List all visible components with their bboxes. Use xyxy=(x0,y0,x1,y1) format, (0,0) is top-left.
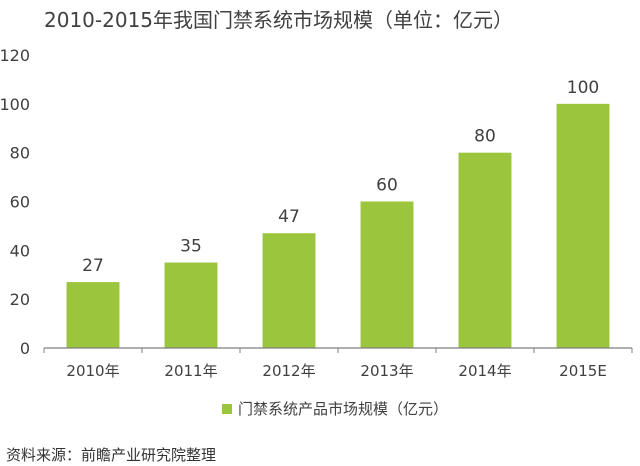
x-tick-label: 2015E xyxy=(559,362,607,380)
bar xyxy=(458,152,512,348)
y-tick-label: 0 xyxy=(20,339,30,358)
x-tick-label: 2014年 xyxy=(458,362,511,380)
data-label: 60 xyxy=(376,176,398,196)
chart-title: 2010-2015年我国门禁系统市场规模（单位：亿元） xyxy=(44,8,514,32)
x-tick-label: 2010年 xyxy=(66,362,119,380)
data-label: 35 xyxy=(180,237,202,257)
y-tick-label: 80 xyxy=(10,144,30,163)
y-tick-label: 60 xyxy=(10,193,30,212)
x-tick-label: 2013年 xyxy=(360,362,413,380)
y-tick-label: 20 xyxy=(10,290,30,309)
data-labels: 27 35 47 60 80 100 xyxy=(82,78,599,276)
y-tick-label: 100 xyxy=(0,95,30,114)
bar xyxy=(66,282,120,348)
y-axis-ticks: 0 20 40 60 80 100 120 xyxy=(0,46,30,358)
legend-label: 门禁系统产品市场规模（亿元） xyxy=(238,400,449,418)
data-label: 47 xyxy=(278,207,300,227)
legend-swatch xyxy=(222,403,232,414)
data-label: 80 xyxy=(474,127,496,147)
y-tick-label: 120 xyxy=(0,46,30,65)
legend: 门禁系统产品市场规模（亿元） xyxy=(222,398,448,419)
x-tick-label: 2011年 xyxy=(164,362,217,380)
bar xyxy=(164,262,218,348)
data-label: 100 xyxy=(567,78,599,98)
x-tick-label: 2012年 xyxy=(262,362,315,380)
bar xyxy=(360,201,414,348)
source-note: 资料来源：前瞻产业研究院整理 xyxy=(6,446,217,464)
y-tick-label: 40 xyxy=(10,241,30,260)
bar xyxy=(556,103,610,348)
bar xyxy=(262,233,316,348)
x-axis-ticks: 2010年 2011年 2012年 2013年 2014年 2015E xyxy=(43,348,633,380)
data-label: 27 xyxy=(82,256,104,276)
bars xyxy=(66,103,610,348)
